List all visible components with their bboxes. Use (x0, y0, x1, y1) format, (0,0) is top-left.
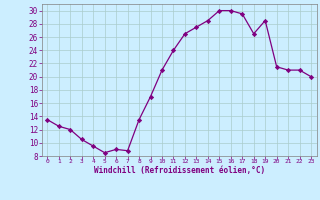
X-axis label: Windchill (Refroidissement éolien,°C): Windchill (Refroidissement éolien,°C) (94, 166, 265, 175)
